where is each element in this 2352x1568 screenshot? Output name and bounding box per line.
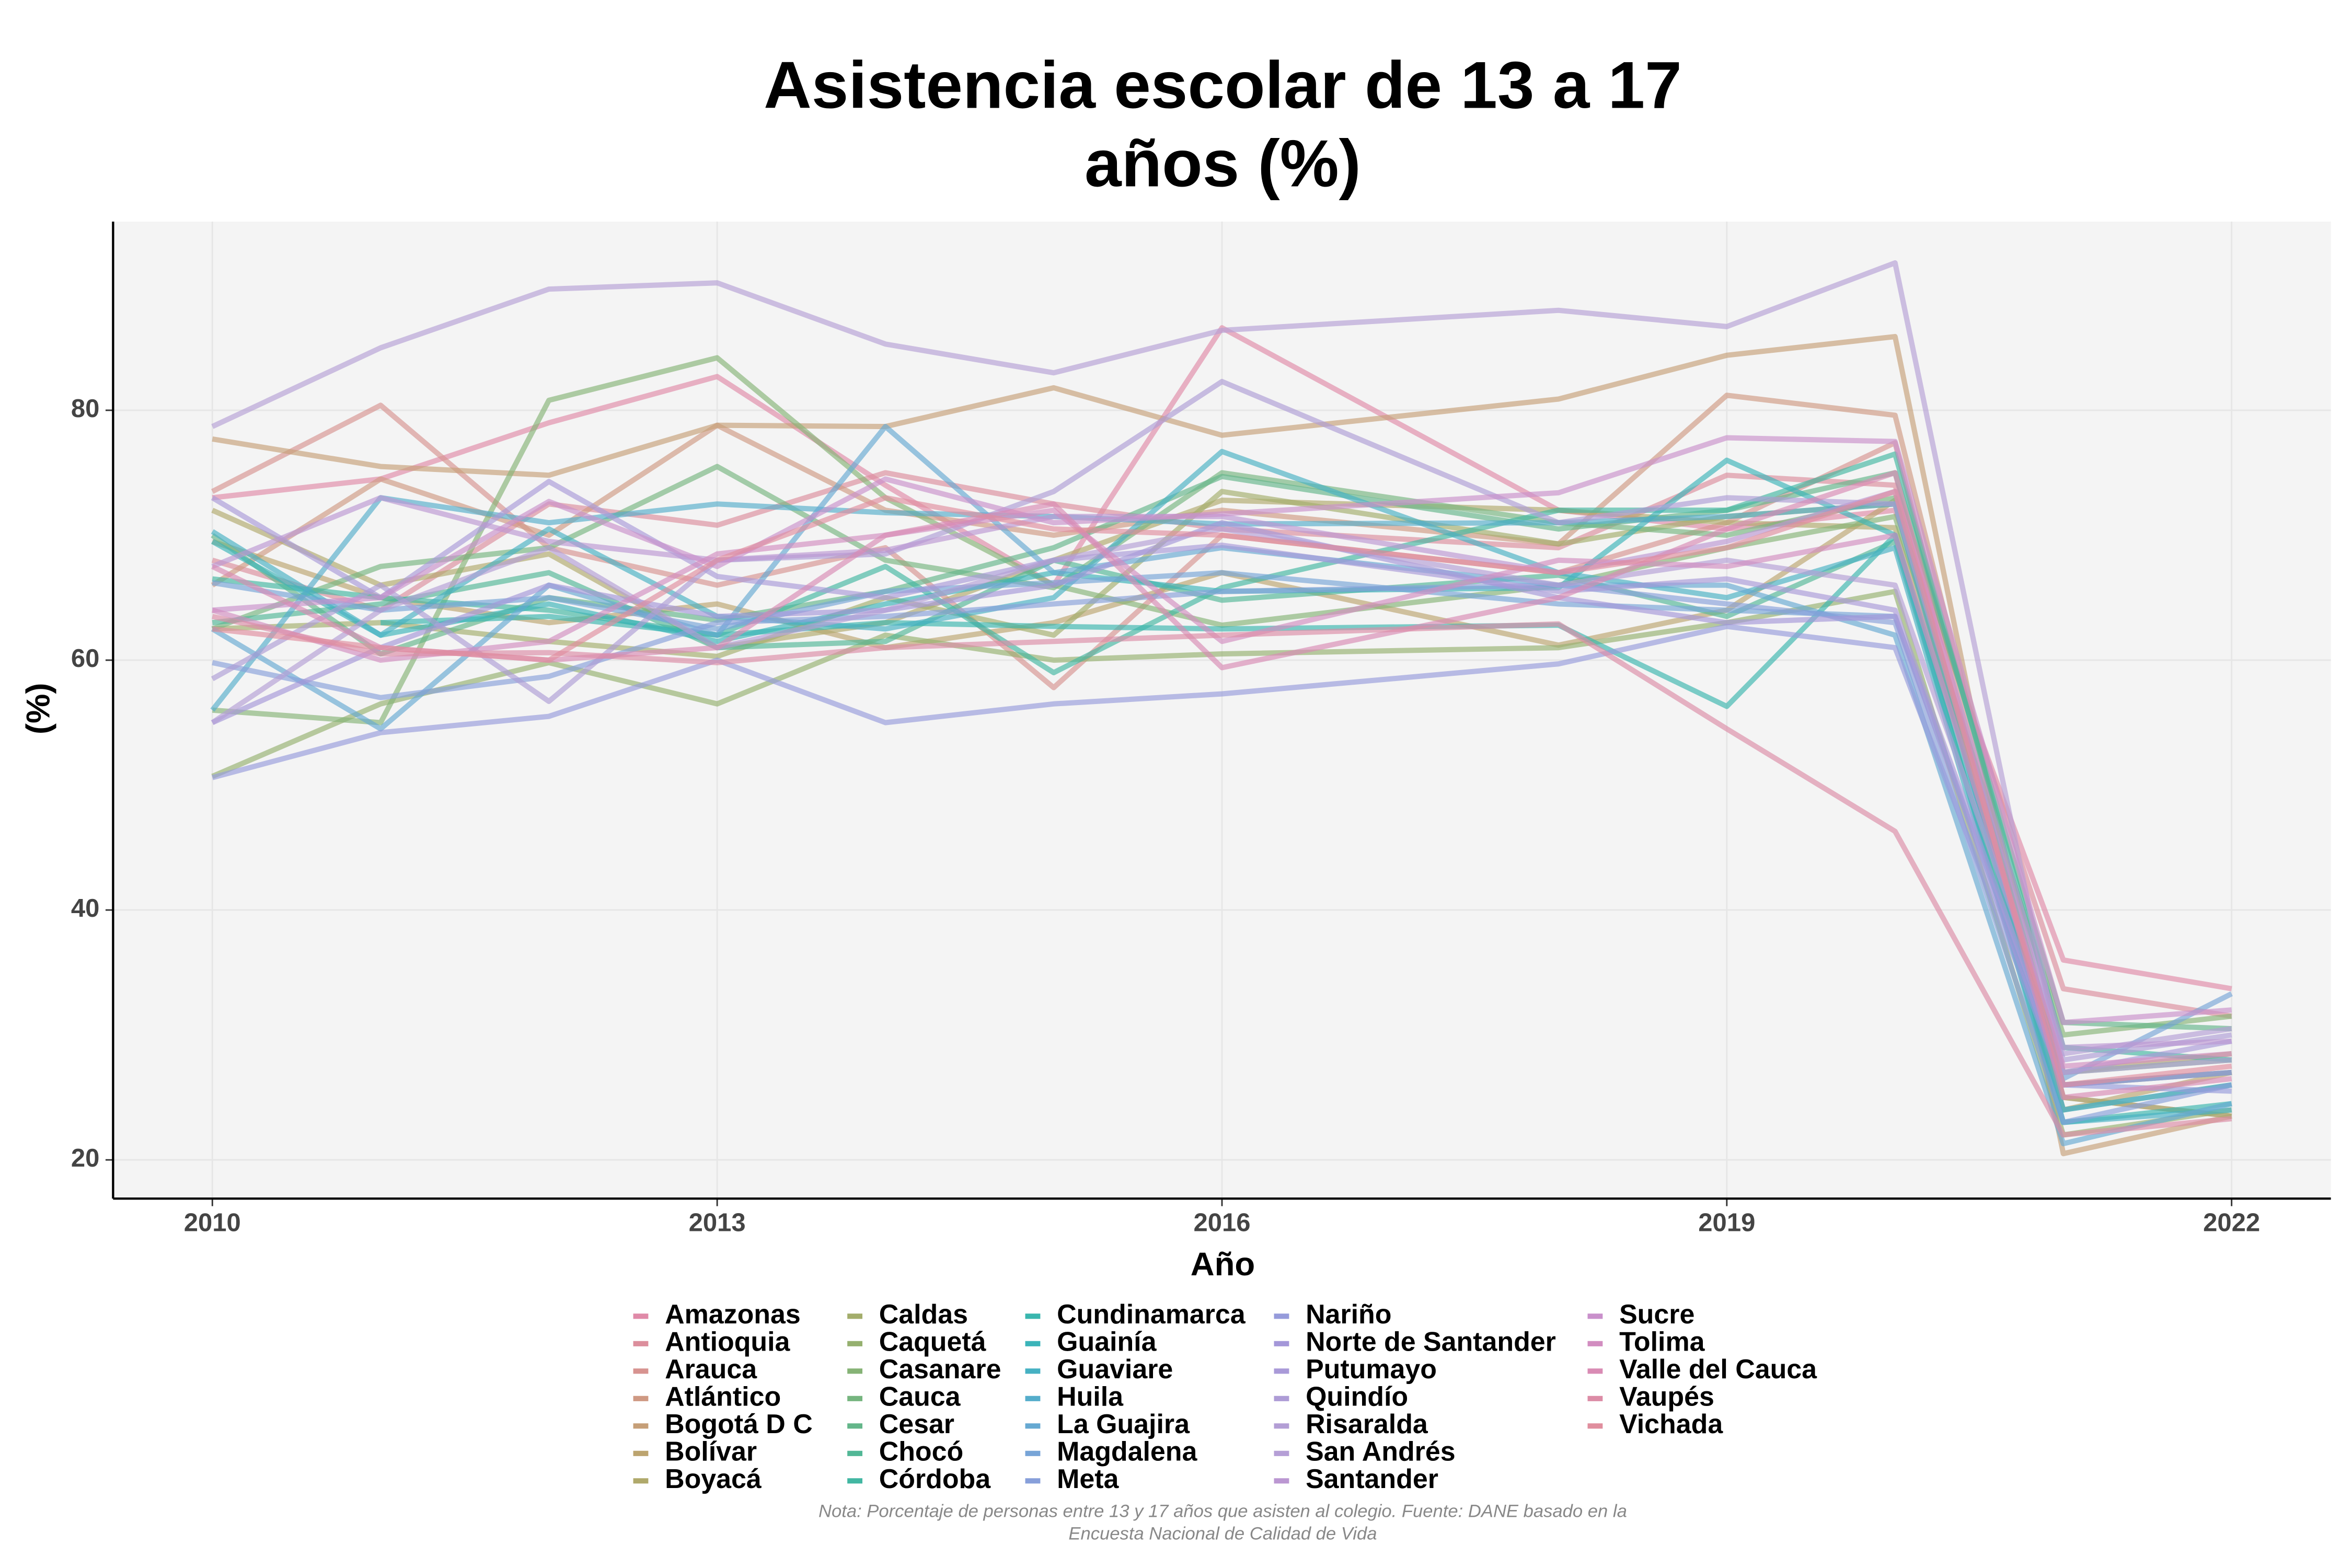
legend-label: Cesar (879, 1409, 954, 1439)
legend-label: Valle del Cauca (1619, 1354, 1817, 1385)
series-line (212, 333, 2232, 1157)
legend-label: Antioquia (665, 1327, 790, 1357)
y-tick-label: 40 (71, 894, 100, 923)
legend-label: Córdoba (879, 1464, 991, 1494)
series-line (211, 526, 2232, 1057)
legend-label: Cauca (879, 1381, 961, 1412)
legend-label: Bolívar (665, 1436, 757, 1467)
legend-label: Caquetá (879, 1327, 986, 1357)
legend-label: Cundinamarca (1057, 1299, 1246, 1330)
x-tick-label: 2016 (1193, 1208, 1250, 1237)
legend-label: Chocó (879, 1436, 963, 1467)
note: Nota: Porcentaje de personas entre 13 y … (818, 1501, 1627, 1521)
series-line (211, 624, 2232, 1094)
x-tick-label: 2019 (1698, 1208, 1755, 1237)
note: Encuesta Nacional de Calidad de Vida (1068, 1524, 1377, 1544)
y-tick-label: 80 (71, 395, 100, 423)
series-line (211, 260, 2232, 1075)
x-tick-label: 2022 (2203, 1208, 2260, 1237)
legend-label: Quindío (1306, 1381, 1408, 1412)
legend-label: Vaupés (1619, 1381, 1714, 1412)
series-line (211, 508, 2232, 1069)
legend-label: Magdalena (1057, 1436, 1197, 1467)
y-tick-label: 60 (71, 644, 100, 673)
legend-label: Atlántico (665, 1381, 781, 1412)
y-axis-label: (%) (20, 683, 57, 734)
legend-label: Meta (1057, 1464, 1119, 1494)
legend-label: Sucre (1619, 1299, 1694, 1330)
chart-title: años (%) (1085, 126, 1361, 201)
legend-label: San Andrés (1306, 1436, 1456, 1467)
series-line (212, 435, 2232, 1025)
legend-label: Santander (1306, 1464, 1438, 1494)
legend-label: Guaviare (1057, 1354, 1173, 1385)
legend-label: La Guajira (1057, 1409, 1190, 1439)
series-line (211, 448, 2232, 1125)
legend-label: Vichada (1619, 1409, 1723, 1439)
x-axis-label: Año (1191, 1246, 1255, 1283)
legend-label: Casanare (879, 1354, 1001, 1385)
series-line (212, 489, 2232, 1088)
legend-label: Nariño (1306, 1299, 1391, 1330)
legend-label: Boyacá (665, 1464, 762, 1494)
x-tick-label: 2013 (689, 1208, 746, 1237)
legend-label: Tolima (1619, 1327, 1705, 1357)
legend-label: Norte de Santander (1306, 1327, 1556, 1357)
legend-label: Guainía (1057, 1327, 1157, 1357)
legend-label: Huila (1057, 1381, 1124, 1412)
legend-label: Putumayo (1306, 1354, 1437, 1385)
series-line (212, 614, 2232, 1138)
series-line (211, 479, 2232, 1075)
legend-label: Arauca (665, 1354, 757, 1385)
legend-label: Caldas (879, 1299, 968, 1330)
y-tick-label: 20 (71, 1144, 100, 1172)
x-tick-label: 2010 (184, 1208, 241, 1237)
legend-label: Amazonas (665, 1299, 801, 1330)
chart-title: Asistencia escolar de 13 a 17 (764, 48, 1682, 122)
legend-label: Risaralda (1306, 1409, 1428, 1439)
legend-label: Bogotá D C (665, 1409, 813, 1439)
